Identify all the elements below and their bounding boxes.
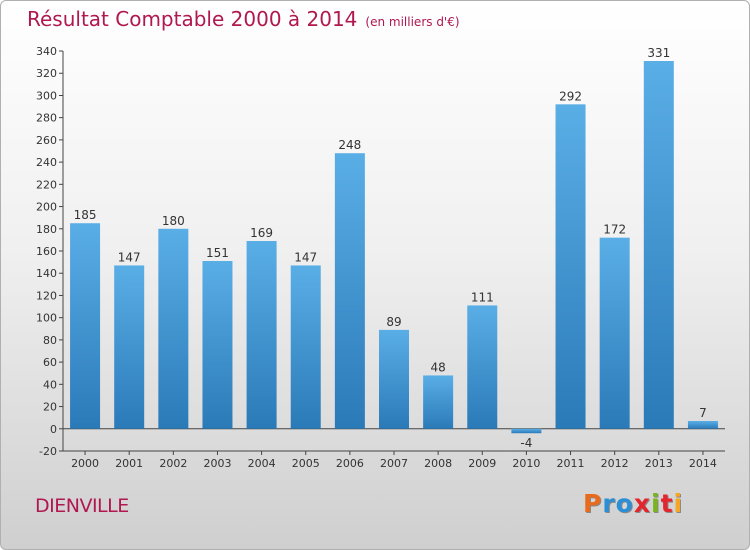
logo-letter: o	[615, 489, 634, 518]
logo-letter: i	[651, 489, 661, 518]
y-tick-label: 340	[36, 45, 57, 58]
chart-title-main: Résultat Comptable 2000 à 2014	[27, 7, 358, 31]
y-tick-label: 140	[36, 267, 57, 280]
y-tick-label: 40	[43, 378, 57, 391]
bar-2011	[555, 104, 586, 429]
x-tick-label: 2008	[424, 457, 452, 470]
y-tick-label: 0	[50, 423, 57, 436]
data-label-2006: 248	[338, 138, 361, 152]
data-label-2000: 185	[74, 208, 97, 222]
x-tick-label: 2002	[159, 457, 187, 470]
x-tick-label: 2010	[512, 457, 540, 470]
y-tick-label: 260	[36, 134, 57, 147]
y-tick-label: -20	[39, 445, 57, 458]
x-tick-label: 2001	[115, 457, 143, 470]
x-tick-label: 2014	[689, 457, 717, 470]
logo-letter: r	[602, 489, 616, 518]
data-labels: 185 147 180 151 169 147 248 89 48 111 -4 292 172 331 7	[74, 46, 707, 450]
bars	[70, 61, 718, 434]
data-label-2008: 48	[430, 360, 445, 374]
y-tick-label: 300	[36, 89, 57, 102]
x-tick-label: 2007	[380, 457, 408, 470]
y-tick-label: 180	[36, 223, 57, 236]
data-label-2005: 147	[294, 250, 317, 264]
y-tick-label: 320	[36, 67, 57, 80]
x-tick-label: 2006	[336, 457, 364, 470]
data-label-2002: 180	[162, 214, 185, 228]
x-tick-label: 2009	[468, 457, 496, 470]
data-label-2009: 111	[471, 290, 494, 304]
bar-2007	[379, 329, 409, 429]
bar-2006	[334, 153, 365, 429]
bar-2001	[114, 265, 145, 429]
commune-name: DIENVILLE	[35, 495, 129, 517]
y-tick-label: 80	[43, 334, 57, 347]
logo-letter: P	[583, 489, 603, 518]
x-tick-label: 2004	[248, 457, 276, 470]
bar-2013	[643, 61, 674, 429]
logo-letter: i	[673, 489, 684, 518]
bar-2000	[70, 223, 101, 429]
bar-2014	[687, 421, 718, 429]
y-tick-label: 200	[36, 201, 57, 214]
bar-2002	[158, 228, 189, 429]
y-tick-label: 280	[36, 112, 57, 125]
logo-letter: x	[633, 489, 651, 518]
bar-2010	[511, 428, 542, 434]
bar-2005	[290, 265, 321, 429]
data-label-2003: 151	[206, 246, 229, 260]
logo-letter: t	[660, 489, 674, 518]
x-tick-label: 2000	[71, 457, 99, 470]
y-tick-label: 240	[36, 156, 57, 169]
data-label-2001: 147	[118, 250, 141, 264]
bar-2009	[467, 305, 498, 429]
bar-2012	[599, 237, 630, 429]
chart-subtitle: (en milliers d'€)	[365, 15, 460, 29]
data-label-2010: -4	[520, 436, 532, 450]
axes: -20 0 20 40 60 80 100 120 140 160 180 200 220 240 260 2…	[36, 45, 725, 470]
y-tick-label: 160	[36, 245, 57, 258]
x-tick-label: 2012	[601, 457, 629, 470]
bar-2008	[423, 375, 454, 429]
data-label-2012: 172	[603, 223, 626, 237]
data-label-2004: 169	[250, 226, 273, 240]
x-tick-label: 2003	[203, 457, 231, 470]
y-tick-label: 100	[36, 312, 57, 325]
y-tick-label: 120	[36, 289, 57, 302]
y-tick-label: 20	[43, 401, 57, 414]
y-tick-label: 220	[36, 178, 57, 191]
x-tick-label: 2011	[557, 457, 585, 470]
data-label-2007: 89	[386, 315, 401, 329]
data-label-2013: 331	[647, 46, 670, 60]
data-label-2014: 7	[699, 406, 707, 420]
x-tick-label: 2005	[292, 457, 320, 470]
y-tick-label: 60	[43, 356, 57, 369]
x-tick-label: 2013	[645, 457, 673, 470]
data-label-2011: 292	[559, 89, 582, 103]
bar-2003	[202, 261, 233, 429]
proxiti-logo: Proxiti	[583, 489, 683, 518]
bar-2004	[246, 241, 277, 429]
chart-title: Résultat Comptable 2000 à 2014 (en millie…	[27, 7, 460, 31]
